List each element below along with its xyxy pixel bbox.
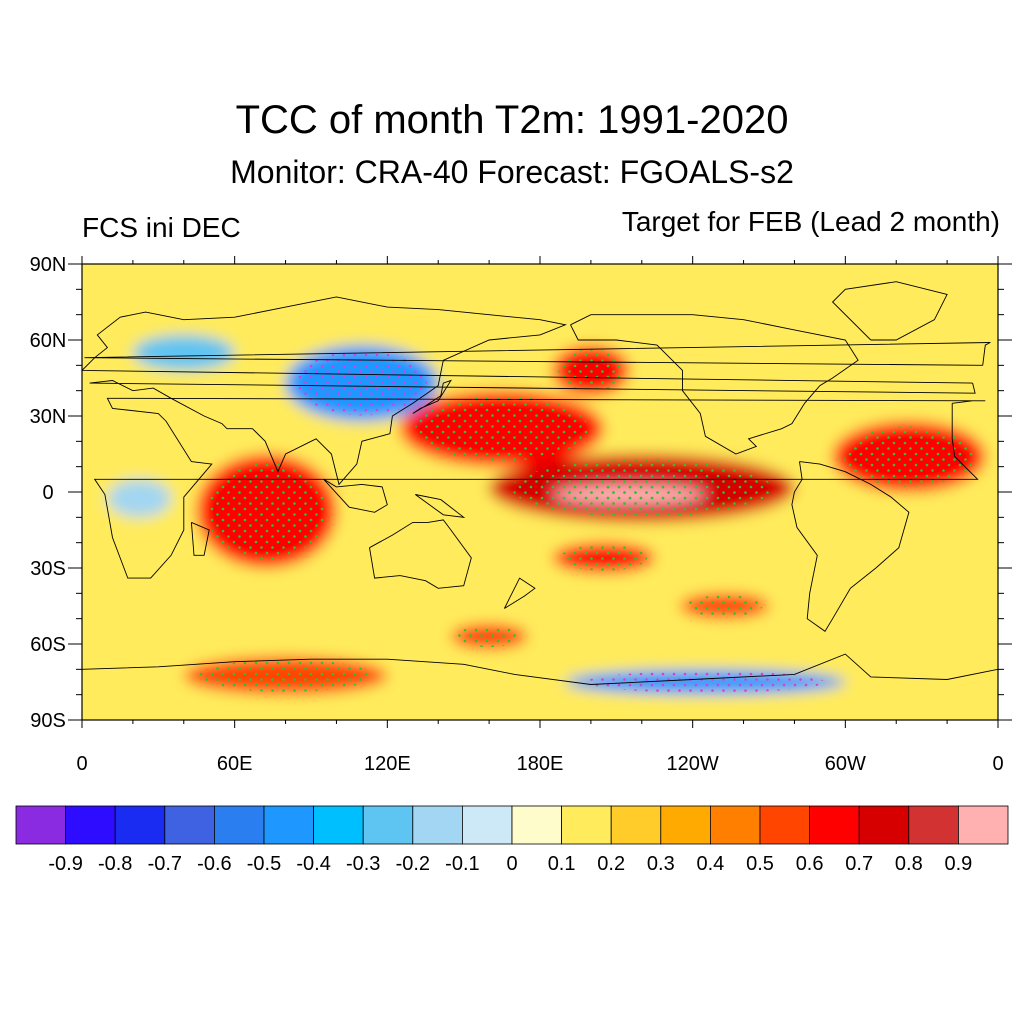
colorbar-label: -0.7: [148, 853, 182, 875]
colorbar-swatch: [511, 805, 562, 845]
coastline: [831, 281, 948, 341]
colorbar-swatch: [858, 805, 910, 845]
x-tick-label: 120E: [364, 753, 411, 775]
chart-subtitle: Monitor: CRA-40 Forecast: FGOALS-s2: [230, 154, 794, 190]
colorbar-label: -0.1: [445, 853, 479, 875]
significance-stipple-gulf-of-alaska: [558, 348, 624, 392]
colorbar-label: 0.8: [895, 853, 923, 875]
x-tick-label: 0: [76, 753, 87, 775]
colorbar-swatch: [660, 805, 711, 845]
target-label: Target for FEB (Lead 2 month): [621, 206, 1000, 237]
colorbar-label: -0.9: [48, 853, 82, 875]
colorbar-label: 0.7: [845, 853, 873, 875]
significance-stipple-subtropical-south-pacific: [560, 544, 647, 571]
colorbar: -0.9 -0.8 -0.7 -0.6 -0.5 -0.4 -0.3 -0.2 -0.1 0 0.1…: [15, 805, 1009, 875]
significance-stipple-tropical-atlantic: [844, 426, 974, 487]
coastline: [93, 397, 986, 579]
significance-stipple-equatorial-pacific-core: [564, 485, 694, 504]
coastline: [323, 478, 388, 513]
significance-stipple-southern-ocean-indian-sector: [199, 659, 373, 692]
colorbar-label: -0.5: [247, 853, 281, 875]
colorbar-swatch: [561, 805, 612, 845]
colorbar-swatch: [461, 805, 513, 845]
colorbar-swatch: [263, 805, 314, 845]
coastline: [82, 296, 976, 486]
chart-title: TCC of month T2m: 1991-2020: [235, 98, 789, 142]
coastline: [791, 461, 910, 632]
colorbar-swatch: [908, 805, 959, 845]
y-tick-label: 30N: [30, 406, 67, 428]
colorbar-swatch: [362, 805, 414, 845]
colorbar-label: -0.2: [396, 853, 430, 875]
colorbar-label: -0.4: [296, 853, 330, 875]
colorbar-swatch: [213, 805, 265, 845]
colorbar-label: 0.9: [944, 853, 972, 875]
coastline: [415, 494, 466, 518]
x-tick-label: 120W: [667, 753, 719, 775]
colorbar-swatch: [313, 805, 364, 845]
y-tick-label: 60N: [30, 330, 67, 352]
y-tick-label: 60S: [30, 634, 66, 656]
colorbar-swatch: [65, 805, 116, 845]
colorbar-swatch: [809, 805, 860, 845]
coastline: [84, 342, 991, 366]
coastline: [82, 653, 998, 685]
colorbar-label: 0.6: [796, 853, 824, 875]
y-tick-label: 0: [42, 482, 53, 504]
tcc-region-central-asia: [132, 334, 235, 371]
significance-stipple-north-pacific: [415, 396, 589, 461]
map-plot-area: [82, 264, 998, 720]
colorbar-label: -0.8: [98, 853, 132, 875]
significance-stipple-antarctica-west: [586, 671, 825, 693]
significance-stipple-south-pacific: [686, 595, 763, 617]
y-tick-label: 30S: [30, 558, 66, 580]
x-tick-label: 180E: [517, 753, 564, 775]
colorbar-label: -0.3: [346, 853, 380, 875]
coastline: [190, 521, 210, 556]
colorbar-swatch: [15, 805, 66, 845]
colorbar-swatch: [610, 805, 662, 845]
colorbar-label: 0.1: [548, 853, 576, 875]
colorbar-swatch: [164, 805, 215, 845]
colorbar-label: 0.5: [746, 853, 774, 875]
colorbar-label: 0.3: [647, 853, 675, 875]
colorbar-swatch: [114, 805, 166, 845]
init-label: FCS ini DEC: [82, 212, 241, 243]
significance-stipple-southern-ocean-pacific-sector: [456, 625, 522, 648]
coastline: [503, 577, 536, 609]
coastline: [369, 519, 472, 589]
coastline: [570, 314, 859, 455]
tcc-region-equatorial-africa: [107, 479, 172, 518]
y-tick-label: 90S: [30, 710, 66, 732]
y-tick-label: 90N: [30, 254, 67, 276]
significance-stipple-indian-ocean: [206, 462, 326, 560]
colorbar-label: 0.4: [696, 853, 724, 875]
colorbar-swatch: [412, 805, 463, 845]
colorbar-label: 0: [506, 853, 517, 875]
x-tick-label: 60E: [217, 753, 253, 775]
coastline: [412, 379, 452, 414]
colorbar-label: -0.6: [197, 853, 231, 875]
colorbar-swatch: [958, 805, 1009, 845]
x-tick-label: 0: [992, 753, 1003, 775]
colorbar-swatch: [710, 805, 761, 845]
colorbar-swatch: [759, 805, 810, 845]
colorbar-label: 0.2: [597, 853, 625, 875]
x-tick-label: 60W: [825, 753, 866, 775]
